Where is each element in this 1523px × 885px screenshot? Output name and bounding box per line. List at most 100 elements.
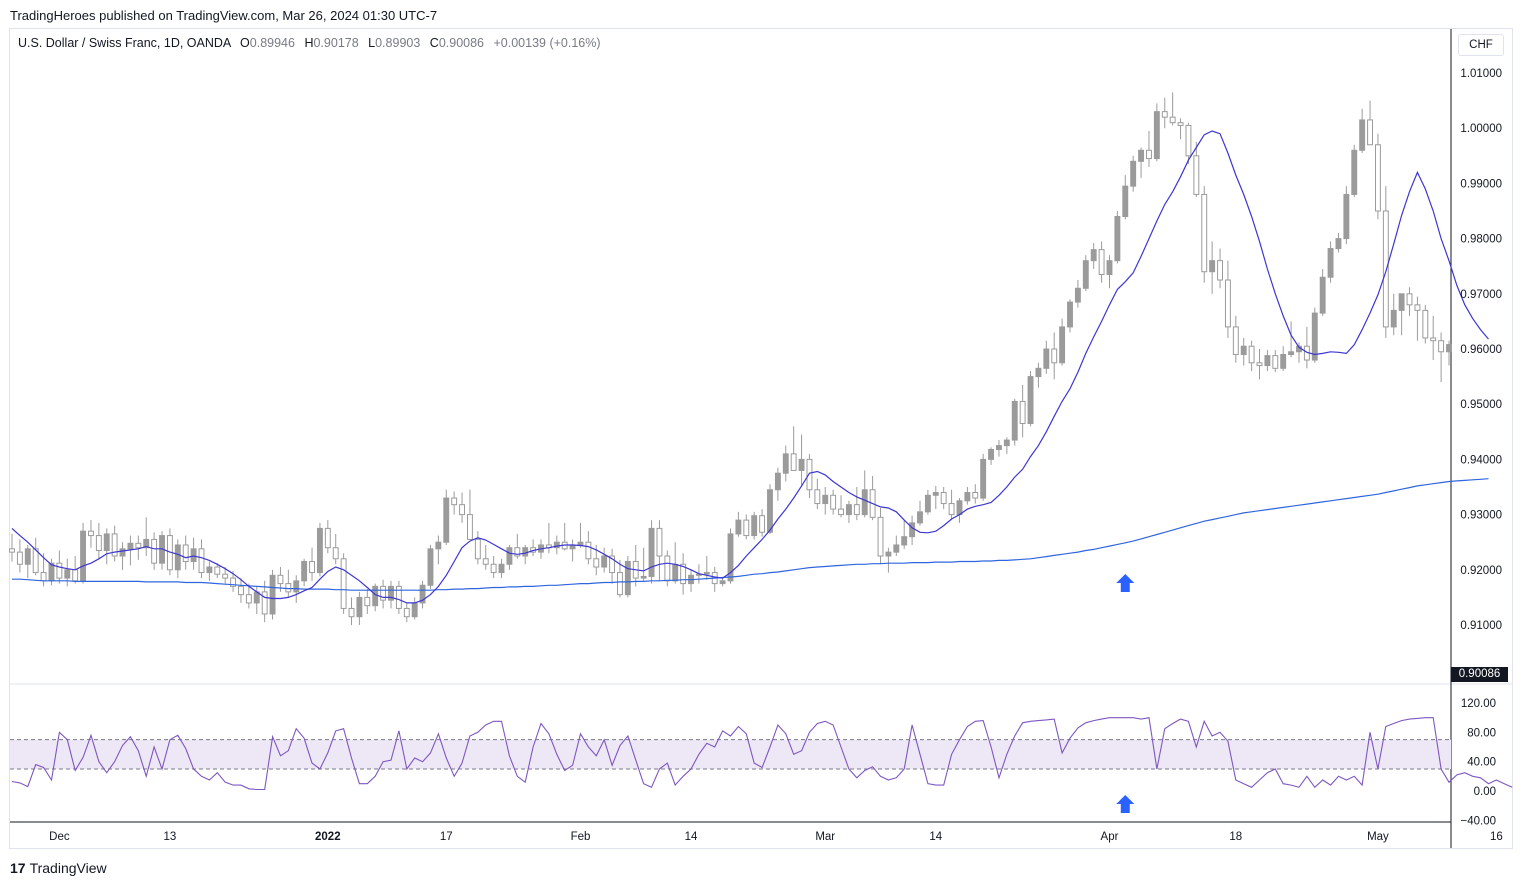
candle-body [238,585,244,596]
candle-body [885,551,892,557]
candle-body [932,492,939,496]
candle-body [845,504,852,516]
candle-body [1232,326,1239,356]
candle-body [395,585,402,609]
rsi-axis-ticks: 120.00 80.00 40.00 0.00 −40.00 [1461,698,1497,827]
candle-body [759,515,766,533]
candle-body [182,544,189,563]
candle-body [293,580,300,593]
price-tick-label: 0.99000 [1460,178,1502,190]
time-tick-label: May [1367,831,1389,843]
candle-body [1098,249,1105,275]
candle-body [174,544,181,571]
candle-body [1122,185,1129,218]
candle-body [1430,337,1437,342]
candle-body [593,558,600,568]
time-tick-label: 16 [1490,831,1503,843]
low-label: L [368,36,376,50]
candle-body [111,533,118,557]
candle-body [1446,344,1452,353]
candle-body [577,541,584,546]
candle-body [1374,144,1381,212]
time-tick-label: 13 [164,831,177,843]
close-label: C [429,36,439,50]
candle-body [1224,279,1231,328]
candle-body [119,548,126,557]
candle-body [411,602,418,618]
candle-body [443,497,450,543]
price-tick-label: 0.94000 [1460,454,1502,466]
candle-body [956,500,963,516]
candle-body [553,541,560,549]
candle-body [316,527,323,574]
candle-body [301,561,308,582]
candle-body [1185,124,1192,157]
candle-body [893,544,900,553]
candle-body [1414,304,1421,311]
candle-body [822,494,829,505]
candle-body [861,489,868,516]
tradingview-brand[interactable]: 17 TradingView [10,860,107,876]
candle-body [1146,149,1152,160]
candle-body [88,530,94,537]
candle-body [372,585,379,607]
candle-body [1422,309,1429,339]
candle-body [1240,345,1247,356]
candle-body [1074,287,1081,303]
candle-body [1082,260,1089,289]
candle-body [806,458,813,491]
candle-body [1027,376,1034,425]
candle-body [95,535,102,551]
candle-body [1059,326,1066,364]
time-tick-label: 14 [685,831,698,843]
price-tick-label: 0.95000 [1460,399,1502,411]
candle-body [877,516,884,557]
price-tick-label: 1.01000 [1460,68,1502,80]
candle-body [617,572,623,596]
symbol-legend[interactable]: U.S. Dollar / Swiss Franc, 1D, OANDA O0.… [18,36,601,50]
rsi-band [10,739,1451,769]
candle-body [1169,116,1176,124]
time-tick-label: Dec [49,831,70,843]
candle-body [340,558,347,609]
candle-body [135,542,142,549]
currency-button[interactable]: CHF [1458,34,1504,56]
candle-body [1398,293,1405,311]
candle-body [506,547,513,565]
candle-body [719,580,726,585]
candle-body [40,572,47,582]
price-tick-label: 0.92000 [1460,565,1502,577]
candle-body [16,551,23,565]
candle-body [222,573,229,579]
candle-body [24,548,31,565]
candle-body [940,492,947,505]
candle-body [427,548,434,586]
signal-arrows [1116,574,1135,813]
candle-body [190,548,197,563]
up-arrow-icon [1116,574,1135,592]
candle-body [656,527,663,557]
candle-body [1327,248,1334,278]
candle-body [1272,355,1279,369]
candle-body [1153,111,1160,160]
candle-body [103,533,110,551]
candle-body [348,607,355,618]
candle-body [735,519,742,535]
candle-body [474,538,481,560]
candle-body [664,555,671,582]
candle-body [830,494,837,510]
candle-body [1193,155,1200,195]
open-label: O [240,36,250,50]
rsi-tick-label: 80.00 [1467,727,1496,739]
candle-body [514,547,521,557]
candle-body [767,489,773,533]
candle-body [798,458,805,471]
candle-body [1367,119,1373,146]
candle-body [143,538,150,549]
candle-body [230,577,237,587]
candle-body [1343,193,1350,240]
open-value: 0.89946 [249,36,295,50]
candle-body [127,542,134,550]
candle-body [1256,362,1263,367]
